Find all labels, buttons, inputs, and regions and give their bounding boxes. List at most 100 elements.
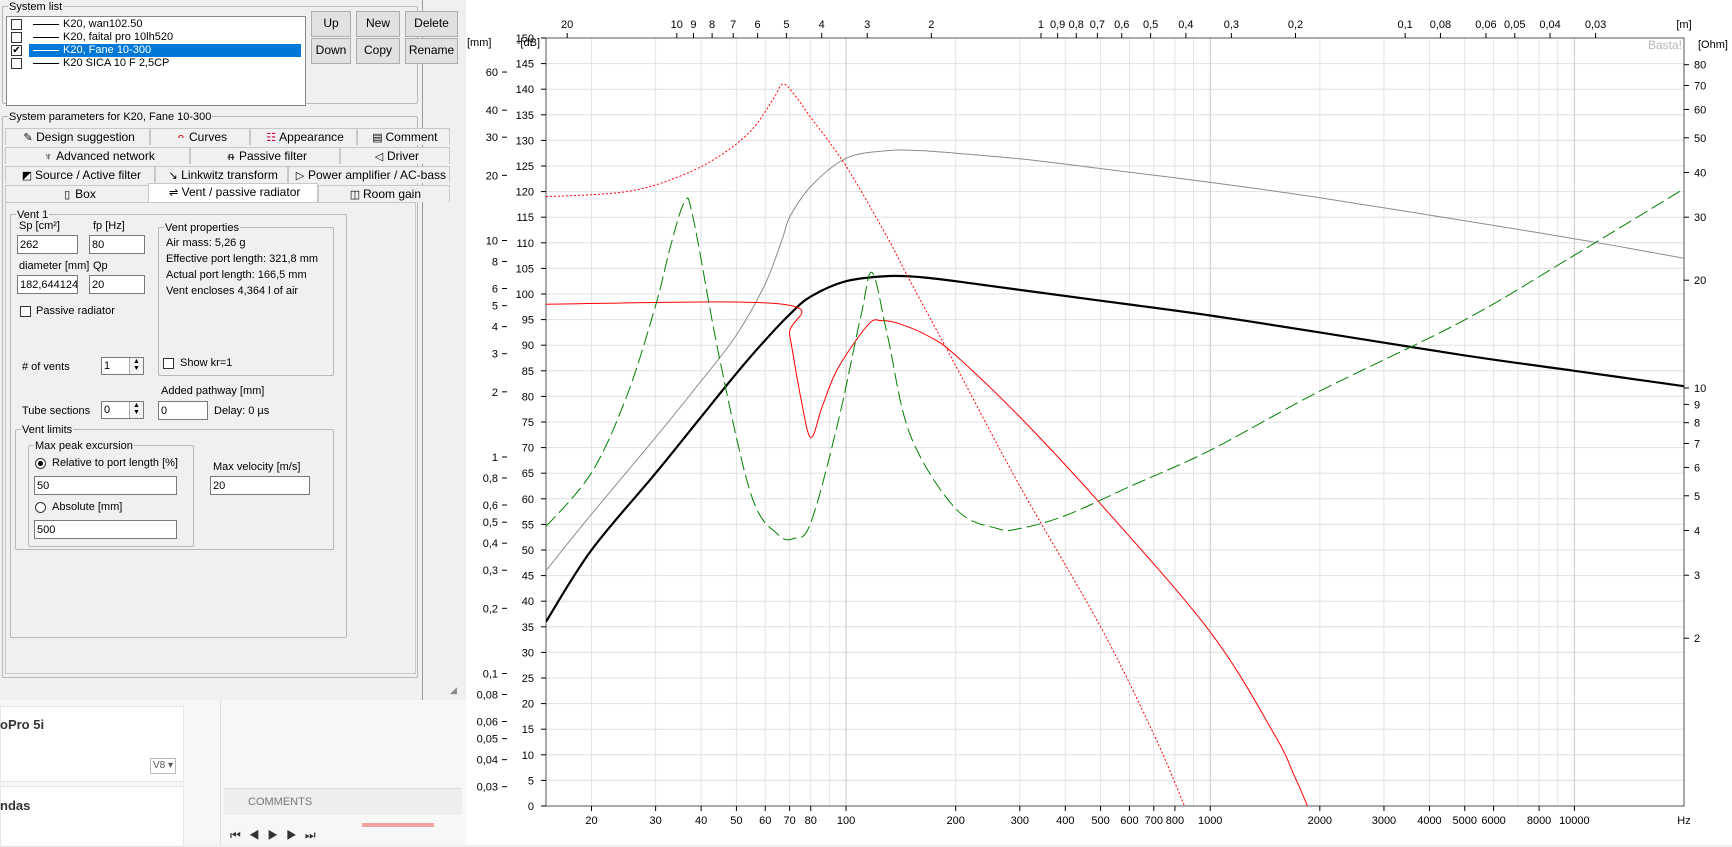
- db-tick-label: 10: [522, 750, 534, 762]
- effective-port-length-text: Effective port length: 321,8 mm: [166, 253, 319, 265]
- top-tick-label: 0,4: [1178, 19, 1193, 31]
- x-tick-label: 4000: [1417, 815, 1441, 827]
- db-tick-label: 65: [522, 468, 534, 480]
- ohm-tick-label: 70: [1694, 80, 1706, 92]
- up-button[interactable]: Up: [311, 11, 351, 37]
- top-tick-label: 0,05: [1504, 19, 1525, 31]
- copy-button[interactable]: Copy: [356, 38, 400, 64]
- fp-input[interactable]: 80: [89, 235, 145, 254]
- system-item-label: K20, faital pro 10lh520: [29, 31, 301, 44]
- system-list[interactable]: K20, wan102.50 K20, faital pro 10lh520 ✔ K2…: [6, 16, 306, 106]
- chart-grid: [546, 37, 1685, 806]
- ohm-tick-label: 40: [1694, 167, 1706, 179]
- fp-label: fp [Hz]: [93, 220, 125, 232]
- system-list-item[interactable]: K20 SICA 10 F 2,5CP: [7, 57, 303, 70]
- rename-button[interactable]: Rename: [405, 38, 458, 64]
- tab-design-suggestion[interactable]: ✎ Design suggestion: [5, 128, 150, 145]
- top-tick-label: 1: [1038, 19, 1044, 31]
- system-item-checkbox[interactable]: [11, 32, 22, 43]
- max-velocity-input[interactable]: 20: [210, 476, 310, 495]
- qp-input[interactable]: 20: [89, 275, 145, 294]
- vent-limits-group: Vent limits: [15, 423, 334, 550]
- tab-source-active-filter[interactable]: ◩ Source / Active filter: [5, 166, 155, 183]
- ohm-tick-label: 6: [1694, 462, 1700, 474]
- show-kr-checkbox[interactable]: [163, 358, 174, 369]
- mm-tick-label: 1: [492, 452, 498, 464]
- x-tick-label: 100: [837, 815, 855, 827]
- relative-radio[interactable]: [35, 458, 46, 469]
- spinner-arrows-icon[interactable]: ▲ ▼: [129, 358, 143, 374]
- tab-comment[interactable]: ▤ Comment: [357, 128, 450, 145]
- x-tick-label: 60: [759, 815, 771, 827]
- db-tick-label: 0: [528, 801, 534, 813]
- down-button[interactable]: Down: [311, 38, 351, 64]
- system-item-checkbox[interactable]: [11, 58, 22, 69]
- system-item-checkbox[interactable]: [11, 19, 22, 30]
- tab-advanced-network[interactable]: ♆ Advanced network: [5, 147, 190, 164]
- network-icon: ♆: [44, 151, 53, 163]
- resize-grip-icon[interactable]: ◢: [450, 685, 457, 695]
- tube-sections-spinner[interactable]: 0 ▲ ▼: [101, 401, 144, 419]
- tab-power-amplifier[interactable]: ▷ Power amplifier / AC-bass: [288, 166, 450, 183]
- added-pathway-input[interactable]: 0: [158, 401, 208, 420]
- db-tick-label: 90: [522, 340, 534, 352]
- diameter-input[interactable]: 182,644124: [17, 275, 78, 294]
- x-tick-label: 1000: [1198, 815, 1222, 827]
- num-vents-spinner[interactable]: 1 ▲ ▼: [101, 357, 144, 375]
- pencil-icon: ✎: [23, 132, 33, 144]
- relative-input[interactable]: 50: [34, 476, 177, 495]
- system-list-item[interactable]: K20, faital pro 10lh520: [7, 31, 303, 44]
- spinner-arrows-icon[interactable]: ▲ ▼: [129, 402, 143, 418]
- db-tick-label: 80: [522, 391, 534, 403]
- top-tick-label: 4: [819, 19, 825, 31]
- ohm-tick-label: 20: [1694, 275, 1706, 287]
- db-tick-label: 50: [522, 545, 534, 557]
- max-peak-title: Max peak excursion: [34, 439, 134, 453]
- mm-tick-label: 0,2: [483, 603, 498, 615]
- system-item-checkbox[interactable]: ✔: [11, 45, 22, 56]
- mm-tick-label: 3: [492, 349, 498, 361]
- db-tick-label: 100: [516, 289, 534, 301]
- ohm-tick-label: 5: [1694, 491, 1700, 503]
- system-line-swatch: [33, 63, 59, 64]
- media-controls[interactable]: ⏮◀▶▶⏭: [230, 828, 324, 842]
- system-list-item[interactable]: ✔ K20, Fane 10-300: [7, 44, 303, 57]
- tab-box[interactable]: ▯ Box: [5, 185, 150, 202]
- tab-room-gain[interactable]: ◫ Room gain: [318, 185, 450, 202]
- background-badge[interactable]: V8 ▾: [150, 758, 177, 774]
- vent-group: Vent 1: [10, 208, 347, 638]
- tab-appearance[interactable]: ☷ Appearance: [250, 128, 357, 145]
- params-group: System parameters for K20, Fane 10-300: [2, 110, 418, 678]
- tube-sections-label: Tube sections: [22, 405, 91, 417]
- passive-radiator-checkbox[interactable]: [20, 306, 31, 317]
- db-tick-label: 55: [522, 519, 534, 531]
- comment-icon: ▤: [372, 132, 383, 144]
- tab-vent-passive-radiator[interactable]: ⇌ Vent / passive radiator: [148, 183, 318, 202]
- absolute-input[interactable]: 500: [34, 520, 177, 539]
- new-button[interactable]: New: [356, 11, 400, 37]
- background-card-2[interactable]: [0, 786, 184, 847]
- ohm-tick-label: 4: [1694, 525, 1700, 537]
- tab-curves[interactable]: ᴖ Curves: [150, 128, 250, 145]
- progress-marker: [362, 823, 434, 827]
- watermark: Basta!: [1648, 38, 1682, 52]
- top-tick-label: 20: [561, 19, 573, 31]
- background-card-1[interactable]: [0, 706, 184, 782]
- chart-axes: 20 30 40 50 60 70 80 100 200 300 400 500 600 700 800 10…: [467, 19, 1728, 827]
- top-tick-label: 9: [690, 19, 696, 31]
- vent-encloses-text: Vent encloses 4,364 l of air: [166, 285, 299, 297]
- sp-input[interactable]: 262: [17, 235, 78, 254]
- amplifier-icon: ▷: [295, 170, 305, 182]
- absolute-radio[interactable]: [35, 502, 46, 513]
- top-tick-label: 0,8: [1069, 19, 1084, 31]
- mm-tick-label: 30: [486, 132, 498, 144]
- tab-driver[interactable]: ◁ Driver: [340, 147, 450, 164]
- response-chart[interactable]: 20 30 40 50 60 70 80 100 200 300 400 500 600 700 800 10…: [466, 0, 1732, 845]
- tab-linkwitz-transform[interactable]: ↘ Linkwitz transform: [155, 166, 288, 183]
- comments-bar[interactable]: [224, 788, 462, 815]
- top-tick-label: 0,04: [1539, 19, 1560, 31]
- delete-button[interactable]: Delete: [405, 11, 458, 37]
- system-list-item[interactable]: K20, wan102.50: [7, 18, 303, 31]
- tab-passive-filter[interactable]: ᵰ Passive filter: [190, 147, 340, 164]
- background-divider: [220, 700, 221, 845]
